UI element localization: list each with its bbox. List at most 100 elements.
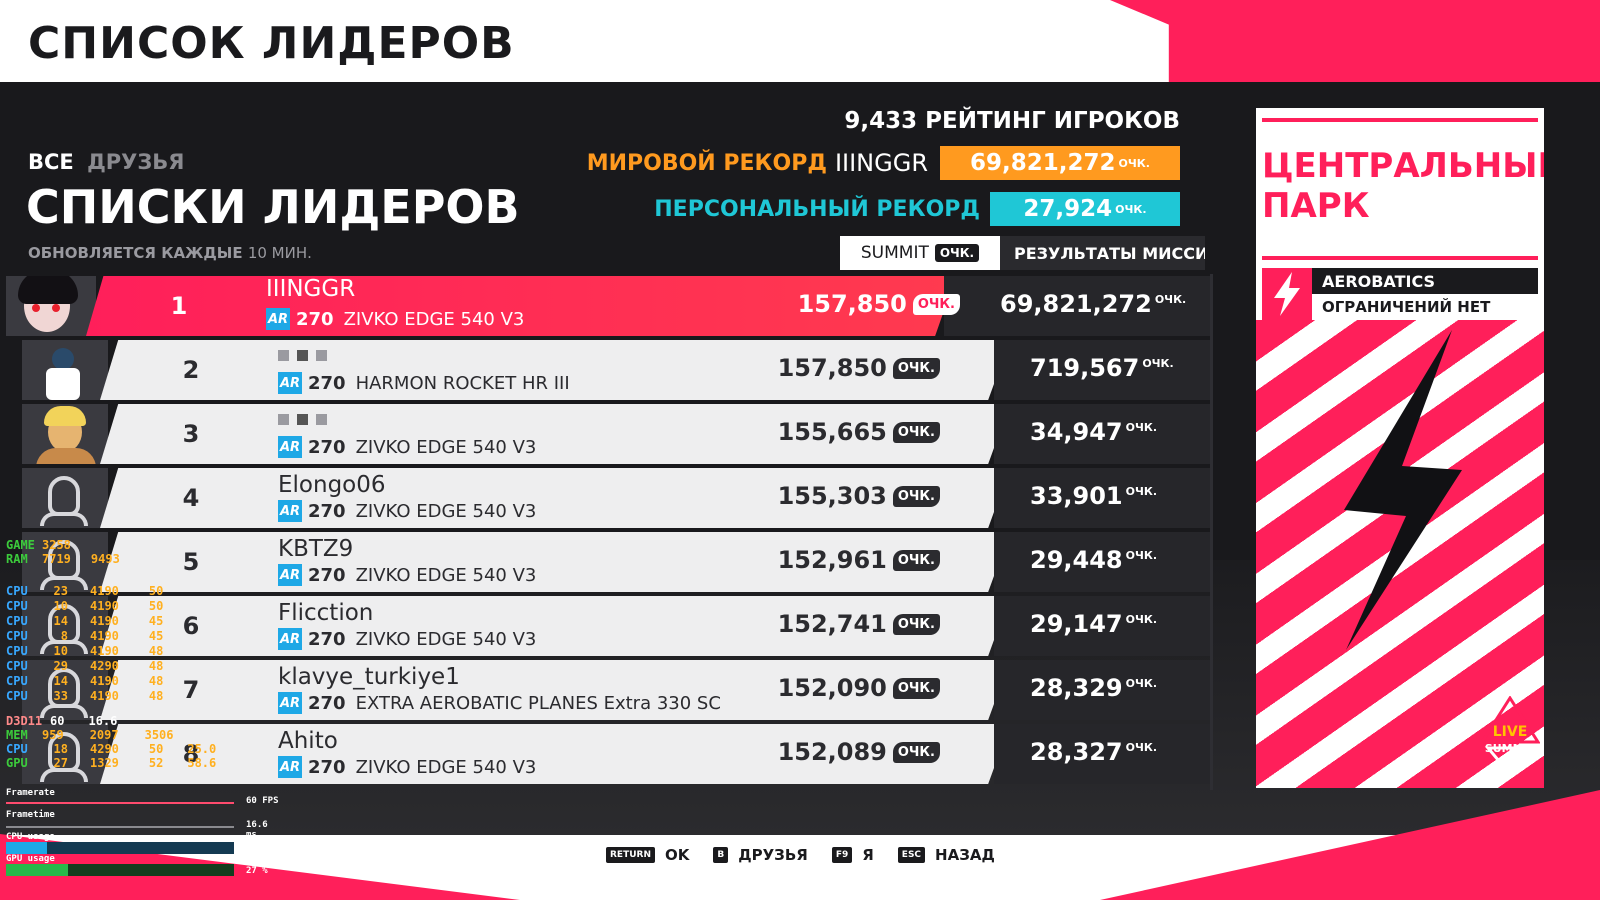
scrollbar[interactable] <box>1210 274 1213 790</box>
performance-rating: 270 <box>308 372 346 394</box>
player-rating: 9,433 РЕЙТИНГ ИГРОКОВ <box>844 108 1180 134</box>
overlay-label: CPU <box>6 629 28 643</box>
points-badge: ОЧК. <box>912 293 960 315</box>
accent-shape-top <box>1110 0 1600 82</box>
overlay-value: 27 <box>53 756 68 770</box>
performance-overlay: GAME 3258 RAM 7719 9493 CPU 23 4190 50 CP… <box>2 536 282 886</box>
world-record: МИРОВОЙ РЕКОРД IIINGGR 69,821,272 ОЧК. <box>587 146 1180 180</box>
overlay-label: MEM <box>6 728 28 742</box>
table-row[interactable]: 3 AR 270 ZIVKO EDGE 540 V3 155,665 ОЧК. … <box>0 402 1230 466</box>
plane-name: ZIVKO EDGE 540 V3 <box>355 564 537 586</box>
mission-score: 29,147 ОЧК. <box>1030 610 1158 638</box>
overlay-cpu-core: CPU 29 4290 48 <box>6 659 163 673</box>
control-label[interactable]: Я <box>862 846 874 864</box>
score-value: 152,961 <box>777 546 887 574</box>
key-b-icon[interactable]: B <box>713 847 729 863</box>
row-best-background <box>994 468 1210 528</box>
summit-score: 155,665 ОЧК. <box>778 418 940 446</box>
key-esc-icon[interactable]: ESC <box>897 847 926 863</box>
row-background <box>100 468 1010 528</box>
overlay-value: 52 <box>148 756 164 770</box>
bolt-icon <box>1262 268 1312 320</box>
event-card: ЦЕНТРАЛЬНЫЙ ПАРК AEROBATICS ОГРАНИЧЕНИЙ … <box>1256 108 1544 788</box>
mission-score: 34,947 ОЧК. <box>1030 418 1158 446</box>
overlay-value: 48 <box>148 674 164 688</box>
overlay-label: CPU <box>6 742 28 756</box>
rank: 5 <box>182 548 200 576</box>
table-row[interactable]: 8 Ahito AR 270 ZIVKO EDGE 540 V3 152,089… <box>0 722 1230 786</box>
control-hints: RETURN OK B ДРУЗЬЯ F9 Я ESC НАЗАД <box>606 846 1009 864</box>
player-name: Elongo06 <box>278 472 386 498</box>
control-label[interactable]: НАЗАД <box>935 846 995 864</box>
tab-summit[interactable]: SUMMIT ОЧК. <box>840 236 1000 270</box>
world-record-label: МИРОВОЙ РЕКОРД <box>586 150 827 176</box>
location-line-1: ЦЕНТРАЛЬНЫЙ <box>1262 146 1544 186</box>
table-row[interactable]: 4 Elongo06 AR 270 ZIVKO EDGE 540 V3 155,… <box>0 466 1230 530</box>
table-row[interactable]: 6 Flicction AR 270 ZIVKO EDGE 540 V3 152… <box>0 594 1230 658</box>
overlay-cpu-core: CPU 8 4190 45 <box>6 629 163 643</box>
rank: 6 <box>182 612 200 640</box>
graph-gpu-label: GPU usage <box>6 854 55 864</box>
key-return-icon[interactable]: RETURN <box>606 847 655 863</box>
overlay-value: 4190 <box>90 644 119 658</box>
overlay-value: 4190 <box>90 584 119 598</box>
graph-frametime-value: 16.6 ms <box>246 820 268 840</box>
overlay-value: 23 <box>53 584 68 598</box>
lightning-artwork <box>1256 320 1544 788</box>
plane-name: ZIVKO EDGE 540 V3 <box>355 628 537 650</box>
tab-friends[interactable]: ДРУЗЬЯ <box>87 150 185 174</box>
graph-frametime <box>6 826 234 828</box>
player-name: KBTZ9 <box>278 536 354 562</box>
performance-rating: 270 <box>308 564 346 586</box>
overlay-label: CPU <box>6 599 28 613</box>
tab-all[interactable]: ВСЕ <box>28 150 74 174</box>
row-background <box>100 532 1010 592</box>
overlay-value: 10 <box>53 644 68 658</box>
svg-text:LIVE: LIVE <box>1493 724 1528 740</box>
overlay-value: 4190 <box>90 674 119 688</box>
overlay-label: CPU <box>6 689 28 703</box>
overlay-value: 4190 <box>90 614 119 628</box>
table-row[interactable]: 7 klavye_turkiye1 AR 270 EXTRA AEROBATIC… <box>0 658 1230 722</box>
rank: 3 <box>182 420 200 448</box>
update-interval: 10 МИН. <box>247 244 312 262</box>
ar-badge-icon: AR <box>266 308 290 330</box>
overlay-cpu-core: CPU 23 4190 50 <box>6 584 163 598</box>
row-best-background <box>994 724 1210 784</box>
personal-record: ПЕРСОНАЛЬНЫЙ РЕКОРД 27,924 ОЧК. <box>654 192 1180 226</box>
score-value: 157,850 <box>777 354 887 382</box>
table-row[interactable]: 5 KBTZ9 AR 270 ZIVKO EDGE 540 V3 152,961… <box>0 530 1230 594</box>
update-note: ОБНОВЛЯЕТСЯ КАЖДЫЕ 10 МИН. <box>28 244 312 262</box>
overlay-cpu-core: CPU 10 4190 48 <box>6 644 163 658</box>
overlay-value: 60 <box>50 714 65 728</box>
points-suffix: ОЧК. <box>1154 293 1187 306</box>
overlay-value: 4290 <box>90 742 119 756</box>
overlay-value: 1329 <box>90 756 119 770</box>
plane-name: ZIVKO EDGE 540 V3 <box>355 756 537 778</box>
overlay-mem: MEM 959 2097 3506 <box>6 728 174 742</box>
summit-score: 152,089 ОЧК. <box>778 738 940 766</box>
tab-mission-results[interactable]: РЕЗУЛЬТАТЫ МИССИИ <box>1000 236 1205 270</box>
control-label[interactable]: ДРУЗЬЯ <box>738 846 808 864</box>
leaderboard-table: 1 IIINGGR AR 270 ZIVKO EDGE 540 V3 157,8… <box>0 274 1230 786</box>
tab-summit-label: SUMMIT <box>860 243 929 263</box>
rank: 8 <box>182 740 200 768</box>
table-row[interactable]: 1 IIINGGR AR 270 ZIVKO EDGE 540 V3 157,8… <box>0 274 1230 338</box>
key-f9-icon[interactable]: F9 <box>831 847 853 863</box>
score-value: 152,089 <box>777 738 887 766</box>
points-suffix: ОЧК. <box>1125 741 1158 754</box>
mission-score: 719,567 ОЧК. <box>1030 354 1174 382</box>
overlay-value: 8 <box>60 629 68 643</box>
table-row[interactable]: 2 AR 270 HARMON ROCKET HR III 157,850 ОЧ… <box>0 338 1230 402</box>
rank: 7 <box>182 676 200 704</box>
card-divider <box>1262 118 1538 122</box>
overlay-value: 959 <box>42 728 64 742</box>
graph-cpu <box>6 842 234 854</box>
control-label[interactable]: OK <box>665 846 690 864</box>
overlay-value: 48 <box>148 644 164 658</box>
plane-info: AR 270 HARMON ROCKET HR III <box>278 372 570 394</box>
hidden-name-placeholder <box>278 414 327 425</box>
overlay-cpu-core: CPU 33 4190 48 <box>6 689 163 703</box>
overlay-value: 48 <box>148 659 164 673</box>
graph-cpu-value: 18 % <box>246 844 268 854</box>
